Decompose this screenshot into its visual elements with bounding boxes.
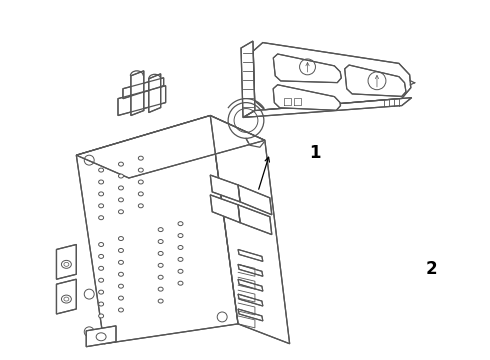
- Polygon shape: [238, 264, 263, 276]
- Polygon shape: [210, 116, 290, 344]
- Polygon shape: [238, 309, 263, 321]
- Ellipse shape: [119, 237, 123, 240]
- Ellipse shape: [98, 204, 103, 208]
- Polygon shape: [243, 98, 412, 117]
- Ellipse shape: [158, 275, 163, 279]
- Ellipse shape: [178, 257, 183, 261]
- Polygon shape: [149, 74, 161, 113]
- Polygon shape: [118, 86, 166, 116]
- Polygon shape: [210, 175, 240, 202]
- Ellipse shape: [64, 262, 69, 266]
- Ellipse shape: [119, 210, 123, 214]
- Ellipse shape: [98, 192, 103, 196]
- Ellipse shape: [64, 297, 69, 301]
- Ellipse shape: [98, 180, 103, 184]
- Ellipse shape: [158, 299, 163, 303]
- Polygon shape: [210, 195, 240, 223]
- Polygon shape: [238, 249, 263, 261]
- Ellipse shape: [178, 246, 183, 249]
- Ellipse shape: [138, 204, 143, 208]
- Ellipse shape: [61, 295, 72, 303]
- Polygon shape: [273, 54, 342, 82]
- Polygon shape: [238, 294, 263, 306]
- Text: 2: 2: [426, 260, 437, 278]
- Text: 1: 1: [310, 144, 321, 162]
- Ellipse shape: [119, 260, 123, 264]
- Ellipse shape: [98, 266, 103, 270]
- Ellipse shape: [138, 168, 143, 172]
- Ellipse shape: [178, 222, 183, 226]
- Ellipse shape: [98, 168, 103, 172]
- Ellipse shape: [178, 269, 183, 273]
- Ellipse shape: [119, 174, 123, 178]
- Ellipse shape: [98, 216, 103, 220]
- Ellipse shape: [138, 192, 143, 196]
- Ellipse shape: [96, 333, 106, 341]
- Ellipse shape: [158, 287, 163, 291]
- Ellipse shape: [61, 260, 72, 268]
- Ellipse shape: [98, 302, 103, 306]
- Polygon shape: [345, 65, 406, 96]
- Polygon shape: [238, 185, 272, 215]
- Ellipse shape: [98, 290, 103, 294]
- Ellipse shape: [119, 296, 123, 300]
- Ellipse shape: [158, 228, 163, 231]
- Polygon shape: [241, 41, 255, 117]
- Ellipse shape: [178, 234, 183, 238]
- Ellipse shape: [119, 162, 123, 166]
- Ellipse shape: [138, 156, 143, 160]
- Ellipse shape: [119, 284, 123, 288]
- Ellipse shape: [138, 180, 143, 184]
- Polygon shape: [86, 326, 116, 347]
- Ellipse shape: [98, 243, 103, 247]
- Ellipse shape: [119, 186, 123, 190]
- Polygon shape: [273, 85, 341, 110]
- Ellipse shape: [158, 251, 163, 255]
- Polygon shape: [76, 116, 238, 344]
- Polygon shape: [123, 78, 164, 99]
- Ellipse shape: [119, 198, 123, 202]
- Ellipse shape: [158, 264, 163, 267]
- Ellipse shape: [98, 314, 103, 318]
- Ellipse shape: [119, 248, 123, 252]
- Polygon shape: [238, 279, 263, 291]
- Polygon shape: [76, 116, 265, 178]
- Ellipse shape: [119, 308, 123, 312]
- Ellipse shape: [98, 278, 103, 282]
- Polygon shape: [131, 71, 144, 116]
- Ellipse shape: [119, 272, 123, 276]
- Ellipse shape: [178, 281, 183, 285]
- Polygon shape: [56, 244, 76, 279]
- Polygon shape: [238, 205, 272, 235]
- Polygon shape: [56, 279, 76, 314]
- Polygon shape: [253, 42, 411, 110]
- Ellipse shape: [98, 255, 103, 258]
- Ellipse shape: [158, 239, 163, 243]
